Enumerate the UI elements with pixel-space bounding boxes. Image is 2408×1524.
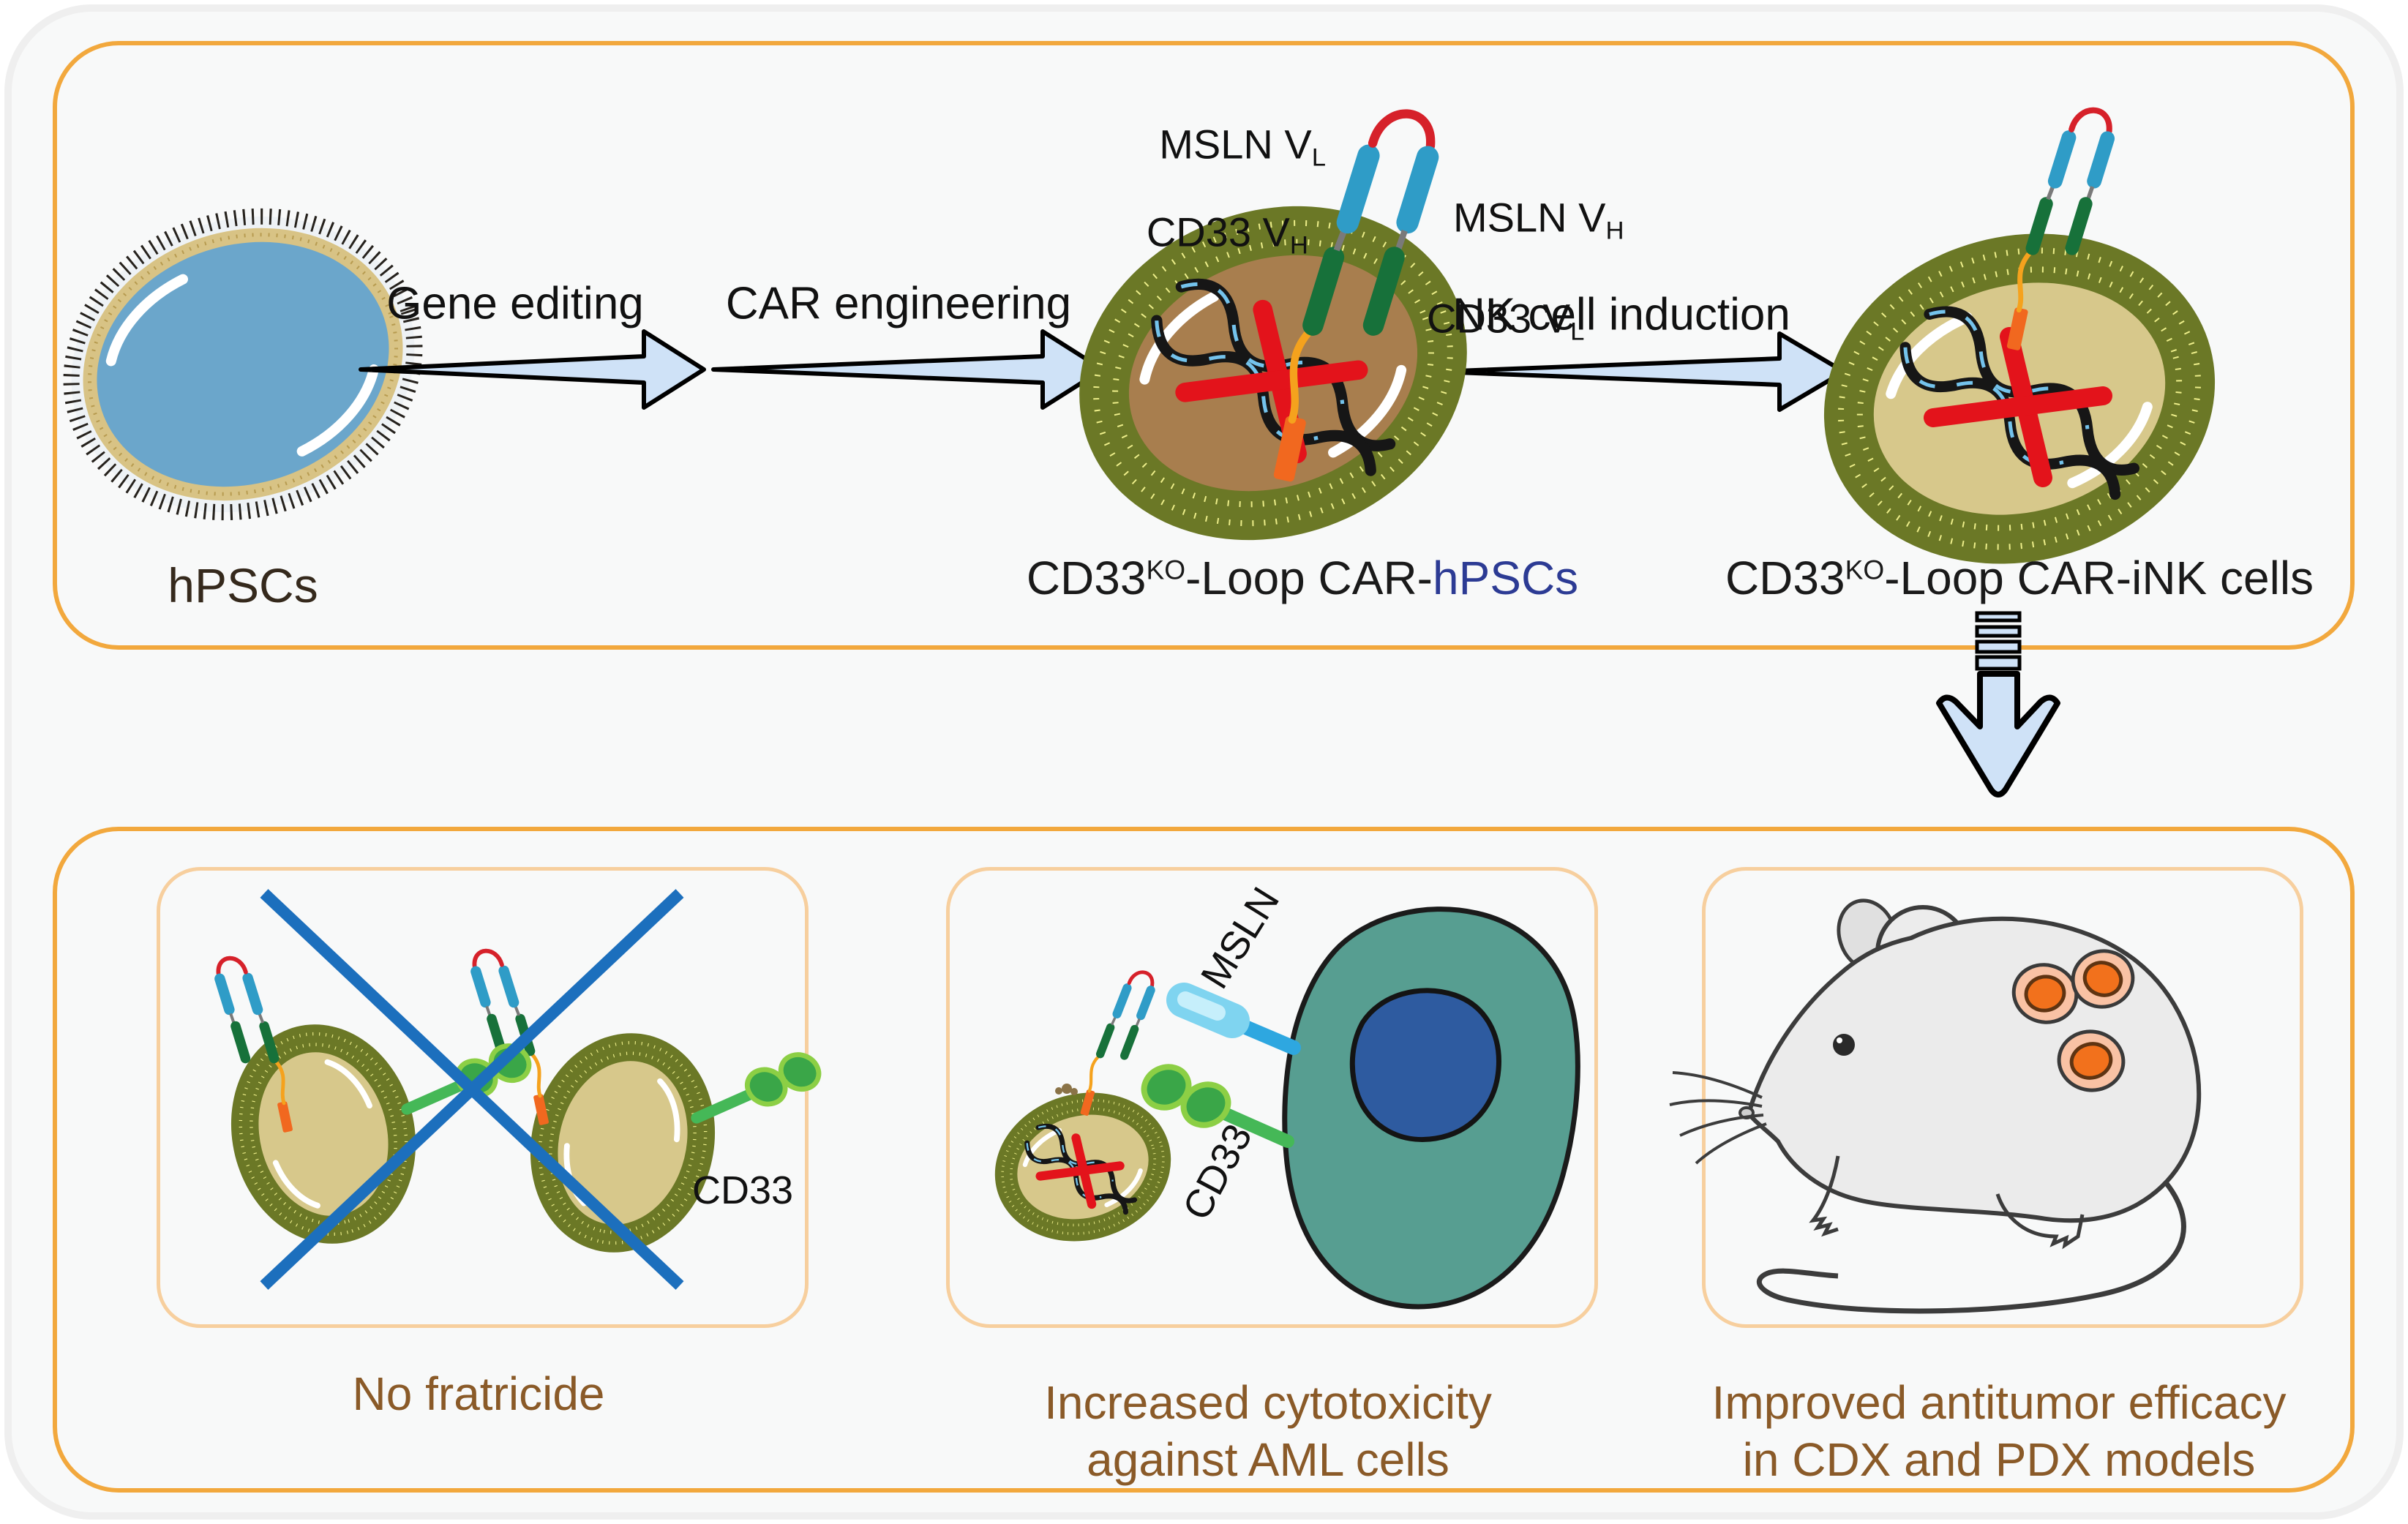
cd33-label-fratricide: CD33 — [691, 1168, 794, 1212]
car-hpsc-label-sup: KO — [1146, 554, 1186, 585]
flow-label-nk-induction: NK cell induction — [1452, 289, 1790, 340]
mouse-icon — [1669, 898, 2202, 1314]
cd33-vl-sub: L — [1570, 318, 1585, 346]
car-engineering-arrow — [711, 329, 1105, 410]
cd33-vh-sub: H — [1289, 231, 1308, 260]
cd33-receptor-icon-2 — [697, 1048, 825, 1118]
cd33-vh-main: CD33 V — [1146, 209, 1290, 255]
car-hpsc-label-suffix: -Loop CAR- — [1185, 552, 1433, 604]
msln-vh-sub: H — [1605, 217, 1624, 245]
car-hpsc-label-highlight: hPSCs — [1432, 552, 1579, 604]
car-ink-label-sup: KO — [1845, 554, 1885, 585]
aml-nucleus-icon — [1349, 988, 1501, 1142]
car-ink-cell-icon — [1787, 110, 2253, 607]
car-hpsc-cell-icon — [1032, 114, 1514, 593]
cytotoxicity-box — [946, 867, 1598, 1328]
efficacy-box — [1702, 867, 2303, 1328]
car-ink-label-suffix: -Loop CAR-iNK cells — [1884, 552, 2314, 604]
cd33-vl-main: CD33 V — [1427, 295, 1571, 342]
caption-no-fratricide: No fratricide — [352, 1367, 605, 1420]
fratricide-box — [157, 867, 809, 1328]
hpsc-cell-label: hPSCs — [168, 558, 318, 612]
msln-vl-sub: L — [1311, 143, 1326, 172]
msln-vh-main: MSLN V — [1453, 194, 1606, 241]
ink-cell-small-icon — [978, 969, 1188, 1261]
flow-label-gene-editing: Gene editing — [386, 278, 644, 329]
caption-efficacy-line1: Improved antitumor efficacy — [1711, 1376, 2287, 1429]
mouse-front-paw — [1809, 1155, 1840, 1237]
flow-label-car-engineering: CAR engineering — [725, 278, 1072, 329]
fratricide-scene — [209, 889, 825, 1290]
mouse-tail — [1756, 1172, 2186, 1314]
gene-editing-arrow — [359, 329, 706, 410]
mouse-body — [1746, 916, 2202, 1223]
tumor-icons — [2011, 949, 2135, 1092]
msln-vl-main: MSLN V — [1159, 121, 1312, 168]
cytotoxicity-scene — [978, 906, 1580, 1310]
caption-efficacy-line2: in CDX and PDX models — [1742, 1433, 2256, 1486]
car-domain-label-cd33-vh: CD33 VH — [1147, 208, 1308, 260]
car-hpsc-label-prefix: CD33 — [1026, 552, 1147, 604]
car-domain-label-msln-vh: MSLN VH — [1453, 193, 1624, 245]
car-hpsc-cell-label: CD33KO-Loop CAR-hPSCs — [1027, 551, 1578, 605]
car-ink-label-prefix: CD33 — [1725, 552, 1845, 604]
outcomes-panel — [53, 827, 2355, 1493]
workflow-panel — [53, 41, 2355, 650]
car-domain-label-cd33-vl: CD33 VL — [1427, 294, 1584, 346]
mouse-whiskers — [1669, 1071, 1767, 1165]
caption-cytotoxicity-line1: Increased cytotoxicity — [1044, 1376, 1492, 1429]
car-domain-label-msln-vl: MSLN VL — [1159, 120, 1326, 172]
car-ink-cell-label: CD33KO-Loop CAR-iNK cells — [1725, 551, 2314, 605]
blue-cross-icon — [260, 889, 684, 1290]
aml-cell-icon — [1282, 906, 1580, 1310]
msln-receptor-icon — [1184, 999, 1294, 1048]
mouse-eye — [1833, 1034, 1855, 1056]
hpsc-cell-icon — [63, 208, 423, 521]
down-arrow — [1936, 611, 2060, 797]
caption-cytotoxicity-line2: against AML cells — [1087, 1433, 1449, 1486]
mouse-hind-paw — [1995, 1193, 2085, 1250]
